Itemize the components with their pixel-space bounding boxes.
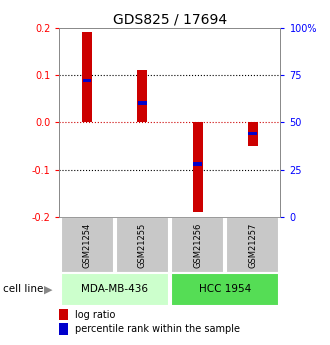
Text: MDA-MB-436: MDA-MB-436 [81, 284, 148, 294]
Bar [226, 217, 280, 273]
Text: cell line: cell line [3, 284, 44, 294]
Bar [171, 217, 224, 273]
Bar [248, 122, 258, 146]
Bar [171, 273, 280, 306]
Text: log ratio: log ratio [75, 310, 115, 320]
Bar [82, 32, 92, 122]
Bar [60, 217, 114, 273]
Text: HCC 1954: HCC 1954 [199, 284, 251, 294]
Bar [137, 70, 147, 122]
Bar [138, 101, 147, 105]
Text: GSM21257: GSM21257 [248, 222, 257, 268]
Bar [193, 122, 203, 212]
Bar [59, 309, 68, 320]
Text: GSM21256: GSM21256 [193, 222, 202, 268]
Bar [59, 324, 68, 335]
Bar [248, 132, 257, 136]
Bar [82, 79, 91, 82]
Title: GDS825 / 17694: GDS825 / 17694 [113, 12, 227, 27]
Text: GSM21255: GSM21255 [138, 222, 147, 268]
Text: ▶: ▶ [44, 284, 52, 294]
Text: GSM21254: GSM21254 [82, 222, 91, 268]
Bar [116, 217, 169, 273]
Bar [60, 273, 169, 306]
Text: percentile rank within the sample: percentile rank within the sample [75, 324, 240, 334]
Bar [193, 162, 202, 166]
